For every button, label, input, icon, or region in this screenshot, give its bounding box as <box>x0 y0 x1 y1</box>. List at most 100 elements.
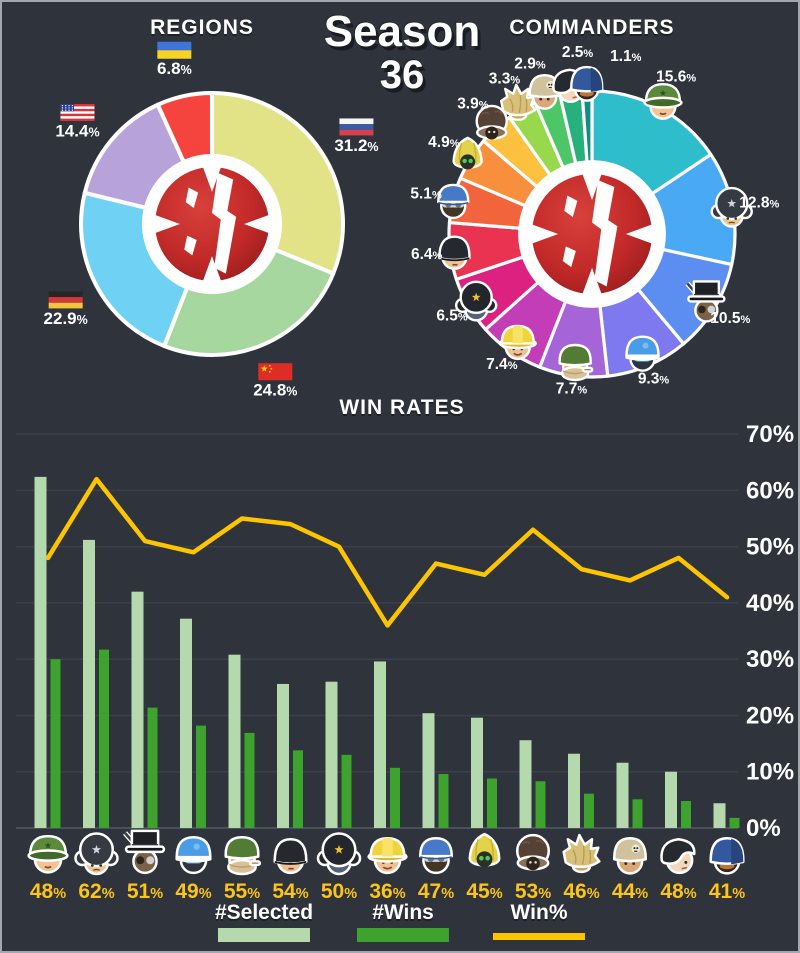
top-hat-commander-icon <box>123 829 166 875</box>
selected-bar-black-cap-commander <box>277 683 289 828</box>
selected-bar-green-helmet-commander <box>228 654 241 828</box>
win-pct-label-hard-hat-commander: 36% <box>369 880 405 903</box>
y-tick-50%: 50% <box>746 534 794 561</box>
regions-label-usa: 14.4% <box>55 122 99 141</box>
green-cap-commander-icon <box>27 834 69 874</box>
commanders-center-emblem <box>518 160 666 308</box>
legend-item-wins: #Wins <box>357 901 450 942</box>
win-rates-chart: 0% 10% 20% 30% 40% 50% 60% 70% 48% 62% 51% 49% 55% 54… <box>16 421 794 903</box>
regions-title: REGIONS <box>150 16 254 39</box>
commanders-label-navy-helmet-commander: 1.1% <box>610 48 642 65</box>
win-pct-label-navy-helmet-commander: 41% <box>709 880 745 903</box>
selected-bar-blue-beret-commander <box>180 618 192 828</box>
y-tick-40%: 40% <box>746 590 794 617</box>
win-pct-label-blue-pilot-commander: 47% <box>418 880 454 903</box>
wins-bar-black-cap-commander <box>293 750 303 828</box>
selected-bar-hard-hat-commander <box>374 661 386 828</box>
fur-hat-commander-icon <box>475 104 508 140</box>
win-pct-label-ushanka-star-commander: 62% <box>78 880 114 903</box>
season-label: Season <box>323 7 481 56</box>
regions-center-emblem <box>141 153 283 295</box>
russia-flag <box>339 118 374 136</box>
wins-bar-blue-beret-commander <box>196 725 206 828</box>
navy-helmet-commander-icon <box>709 836 745 875</box>
yellow-hood-commander-icon <box>452 136 483 170</box>
commanders-label-black-beret-commander: 2.5% <box>562 44 594 61</box>
win-pct-label-green-helmet-commander: 55% <box>224 880 260 903</box>
win-pct-label-top-hat-commander: 51% <box>127 880 163 903</box>
y-tick-30%: 30% <box>746 646 794 673</box>
regions-label-germany: 22.9% <box>44 309 88 328</box>
commanders-label-ushanka-star-commander: 12.8% <box>739 194 779 211</box>
commanders-label-fur-hat-commander: 3.9% <box>457 95 489 112</box>
blue-beret-commander-icon <box>175 835 212 875</box>
wins-bar-green-helmet-commander <box>244 732 255 828</box>
commanders-label-yellow-hood-commander: 4.9% <box>428 134 460 151</box>
commanders-label-top-hat-commander: 10.5% <box>710 310 750 327</box>
selected-bar-fur-hat-commander <box>519 740 532 828</box>
china-flag <box>258 363 293 381</box>
legend-label-wins: #Wins <box>372 901 434 924</box>
y-tick-20%: 20% <box>746 702 794 729</box>
win-pct-label-black-beret-commander: 48% <box>660 880 696 903</box>
wins-bar-navy-helmet-commander <box>729 817 740 828</box>
wins-bar-top-hat-commander <box>147 707 158 828</box>
wins-bar-fur-hat-commander <box>535 781 546 828</box>
wins-bar-yellow-hood-commander <box>487 778 497 828</box>
regions-label-ukraine: 6.8% <box>157 59 192 78</box>
green-helmet-commander-icon <box>224 835 262 876</box>
chart-legend: #Selected #Wins Win% <box>215 901 586 942</box>
legend-item-winpct: Win% <box>493 901 586 940</box>
season-title: Season 36 <box>302 7 502 96</box>
win-pct-label-blond-hair-commander: 46% <box>563 880 599 903</box>
regions-pie-chart: 31.2% 24.8% 22.9% 14.4% 6.8% <box>44 41 379 400</box>
selected-bar-blue-pilot-commander <box>422 713 435 828</box>
commanders-label-green-cap-commander: 15.6% <box>656 68 696 85</box>
win-pct-label-black-cap-commander: 54% <box>272 880 308 903</box>
blue-beret-commander-icon <box>625 335 660 372</box>
selected-bar-ushanka-star-commander <box>83 539 95 828</box>
germany-flag <box>48 291 83 309</box>
commanders-label-blue-beret-commander: 9.3% <box>638 370 670 387</box>
ushanka-officer-commander-icon <box>316 832 362 876</box>
blue-pilot-commander-icon <box>437 183 470 220</box>
legend-swatch-wins <box>357 928 450 942</box>
selected-bar-yellow-hood-commander <box>471 717 483 828</box>
green-helmet-commander-icon <box>558 343 594 382</box>
hard-hat-commander-icon <box>367 836 408 875</box>
ushanka-star-commander-icon <box>710 186 753 228</box>
legend-item-selected: #Selected <box>215 901 313 942</box>
commanders-label-ushanka-officer-commander: 6.5% <box>436 307 468 324</box>
commanders-title: COMMANDERS <box>509 16 675 39</box>
yellow-hood-commander-icon <box>468 832 501 868</box>
skull-helmet-commander-icon <box>612 836 648 875</box>
commanders-label-green-helmet-commander: 7.7% <box>556 381 588 398</box>
ukraine-flag <box>157 41 192 59</box>
ushanka-officer-commander-icon <box>454 280 498 322</box>
y-tick-60%: 60% <box>746 477 794 504</box>
commanders-label-blue-pilot-commander: 5.1% <box>410 185 442 202</box>
selected-bar-blond-hair-commander <box>568 753 580 828</box>
win-pct-label-ushanka-officer-commander: 50% <box>321 880 357 903</box>
top-hat-commander-icon <box>685 280 726 323</box>
win-pct-label-green-cap-commander: 48% <box>30 880 66 903</box>
legend-label-selected: #Selected <box>214 901 314 924</box>
y-tick-0%: 0% <box>746 815 781 842</box>
black-beret-commander-icon <box>660 838 696 875</box>
hard-hat-commander-icon <box>498 324 537 361</box>
black-cap-commander-icon <box>273 838 308 875</box>
regions-label-russia: 31.2% <box>334 136 378 155</box>
win-pct-line <box>45 476 730 628</box>
win-pct-label-yellow-hood-commander: 45% <box>466 880 502 903</box>
wins-bar-green-cap-commander <box>50 659 61 828</box>
selected-bar-black-beret-commander <box>665 771 677 828</box>
navy-helmet-commander-icon <box>570 65 604 102</box>
commanders-label-blond-hair-commander: 3.3% <box>489 70 521 87</box>
wins-bar-hard-hat-commander <box>390 767 400 828</box>
selected-bar-navy-helmet-commander <box>713 803 726 828</box>
selected-bar-top-hat-commander <box>131 591 144 828</box>
wins-bar-blond-hair-commander <box>584 793 594 828</box>
ushanka-star-commander-icon <box>74 832 119 876</box>
usa-flag <box>60 104 95 121</box>
